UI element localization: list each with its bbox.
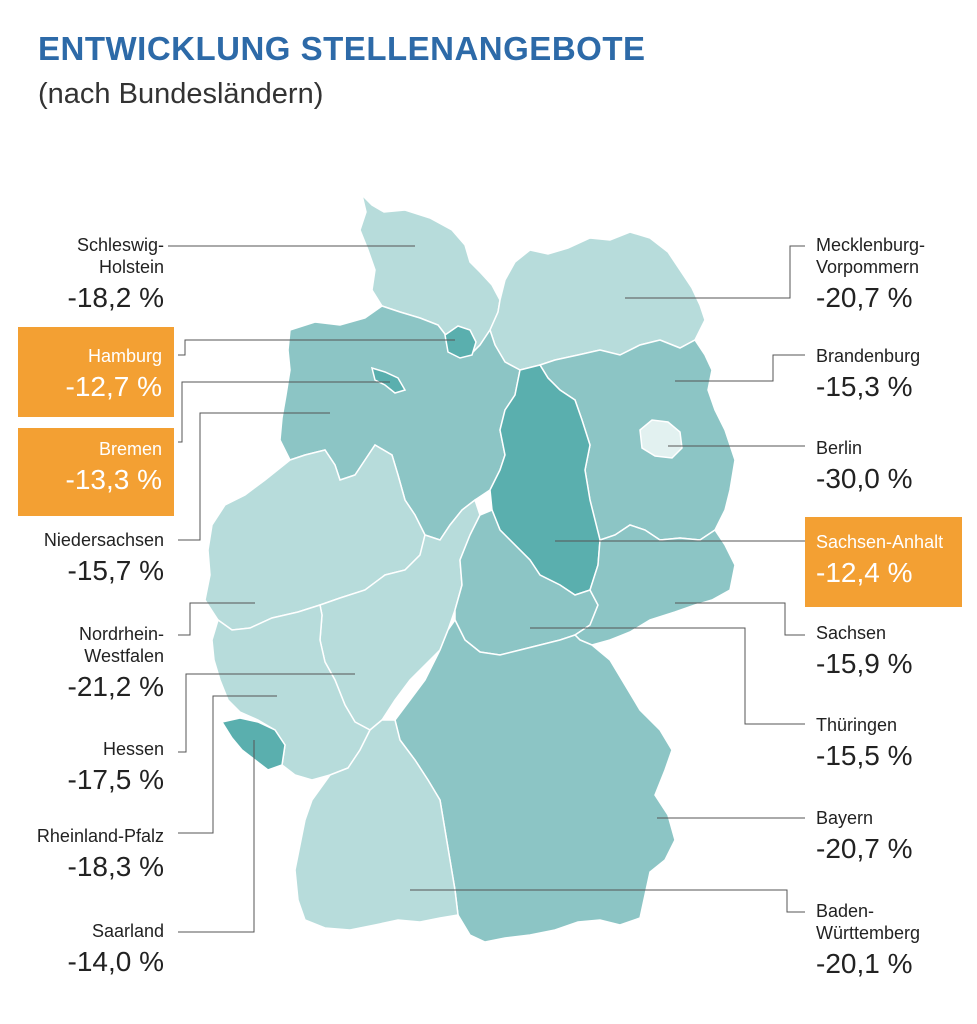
state-value: -14,0 % [67, 946, 165, 977]
label-hamburg: Hamburg -12,7 % [18, 327, 174, 417]
state-name: Hamburg [87, 346, 162, 366]
leader-sachsen [675, 602, 805, 636]
state-name: Schleswig- Holstein [76, 235, 164, 277]
chart-subtitle: (nach Bundesländern) [38, 78, 324, 110]
label-brandenburg: Brandenburg -15,3 % [816, 345, 966, 403]
label-schleswig-holstein: Schleswig- Holstein -18,2 % [14, 234, 165, 314]
state-value: -20,7 % [816, 833, 913, 864]
leader-hamburg [178, 339, 455, 356]
state-name: Berlin [816, 438, 863, 458]
label-bremen: Bremen -13,3 % [18, 428, 174, 516]
state-value: -12,4 % [816, 557, 913, 588]
state-name: Bremen [98, 439, 162, 459]
state-value: -20,7 % [816, 282, 913, 313]
leader-lines [168, 245, 805, 933]
state-name: Mecklenburg- Vorpommern [816, 235, 926, 277]
state-name: Saarland [91, 921, 164, 941]
state-value: -15,9 % [816, 648, 913, 679]
leader-baden-wuerttemberg [410, 889, 805, 913]
leader-bremen [178, 381, 390, 443]
state-value: -15,3 % [816, 371, 913, 402]
region-baden-wuerttemberg[interactable] [294, 719, 459, 931]
leader-brandenburg [675, 354, 805, 382]
label-sachsen: Sachsen -15,9 % [816, 622, 966, 680]
state-name: Hessen [102, 739, 164, 759]
state-value: -17,5 % [67, 764, 165, 795]
region-hessen[interactable] [319, 498, 481, 731]
state-name: Sachsen [816, 623, 887, 643]
label-rheinland-pfalz: Rheinland-Pfalz -18,3 % [14, 825, 164, 883]
state-name: Baden- Württemberg [816, 901, 921, 943]
state-value: -15,7 % [67, 555, 165, 586]
state-value: -30,0 % [816, 463, 913, 494]
leader-mecklenburg-vorpommern [625, 245, 805, 299]
state-name: Niedersachsen [43, 530, 164, 550]
label-nordrhein-westfalen: Nordrhein- Westfalen -21,2 % [14, 623, 165, 703]
label-sachsen-anhalt: Sachsen-Anhalt -12,4 % [805, 517, 962, 607]
region-bremen[interactable] [370, 366, 407, 394]
state-name: Sachsen-Anhalt [816, 532, 944, 552]
chart-title: ENTWICKLUNG STELLENANGEBOTE [38, 30, 646, 67]
label-saarland: Saarland -14,0 % [14, 920, 165, 978]
state-value: -13,3 % [65, 464, 163, 495]
leader-hessen [178, 673, 355, 753]
leader-niedersachsen [178, 412, 330, 541]
state-name: Brandenburg [816, 346, 921, 366]
state-value: -12,7 % [65, 371, 163, 402]
state-value: -21,2 % [67, 671, 165, 702]
label-baden-wuerttemberg: Baden- Württemberg -20,1 % [816, 900, 966, 980]
state-value: -18,2 % [67, 282, 165, 313]
label-berlin: Berlin -30,0 % [816, 437, 966, 495]
leader-thueringen [530, 627, 805, 725]
state-value: -18,3 % [67, 851, 165, 882]
state-value: -20,1 % [816, 948, 913, 979]
state-value: -15,5 % [816, 740, 913, 771]
label-bayern: Bayern -20,7 % [816, 807, 966, 865]
leader-saarland [178, 740, 255, 933]
region-hamburg[interactable] [444, 325, 477, 359]
state-name: Rheinland-Pfalz [36, 826, 164, 846]
state-name: Nordrhein- Westfalen [78, 624, 164, 666]
label-hessen: Hessen -17,5 % [14, 738, 165, 796]
leader-rheinland-pfalz [178, 695, 277, 834]
leader-nordrhein-westfalen [178, 602, 255, 636]
state-name: Bayern [816, 808, 874, 828]
region-berlin[interactable] [639, 419, 683, 459]
label-thueringen: Thüringen -15,5 % [816, 714, 966, 772]
label-mecklenburg-vorpommern: Mecklenburg- Vorpommern -20,7 % [816, 234, 966, 314]
state-name: Thüringen [816, 715, 898, 735]
label-niedersachsen: Niedersachsen -15,7 % [14, 529, 164, 587]
